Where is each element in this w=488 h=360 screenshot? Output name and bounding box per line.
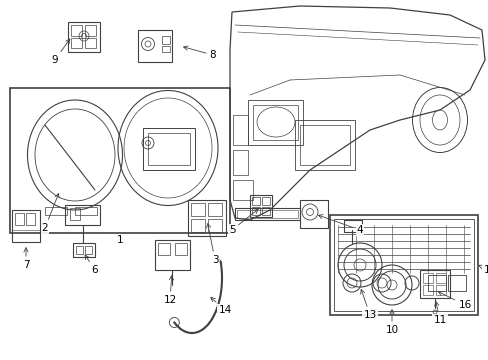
Bar xyxy=(343,220,361,232)
Bar xyxy=(71,25,82,36)
Bar xyxy=(162,36,170,44)
Text: 1: 1 xyxy=(117,235,123,245)
Bar xyxy=(12,210,40,242)
Bar xyxy=(422,273,432,283)
Bar xyxy=(247,100,303,145)
Text: 2: 2 xyxy=(41,193,59,233)
Bar xyxy=(427,275,445,291)
Bar xyxy=(419,270,449,298)
Text: 9: 9 xyxy=(52,39,70,65)
Bar xyxy=(294,120,354,170)
Bar xyxy=(187,200,225,236)
Bar xyxy=(155,240,190,270)
Bar xyxy=(235,208,299,220)
Text: 11: 11 xyxy=(432,302,446,325)
Bar xyxy=(162,46,170,52)
Text: 4: 4 xyxy=(318,215,363,235)
Bar xyxy=(70,208,80,220)
Bar xyxy=(148,133,190,165)
Bar xyxy=(76,246,83,254)
Bar xyxy=(251,197,260,205)
Bar xyxy=(422,285,432,295)
Bar xyxy=(232,180,252,200)
Bar xyxy=(232,115,247,145)
Bar xyxy=(138,30,172,62)
Bar xyxy=(45,207,67,215)
Bar xyxy=(207,203,222,216)
Bar xyxy=(191,203,204,216)
Bar xyxy=(15,213,24,225)
Text: 14: 14 xyxy=(210,297,231,315)
Bar xyxy=(191,219,204,232)
Bar xyxy=(232,150,247,175)
Text: 10: 10 xyxy=(385,310,398,335)
Text: 13: 13 xyxy=(360,289,376,320)
Bar xyxy=(299,200,327,228)
Bar xyxy=(299,125,349,165)
Bar xyxy=(142,128,195,170)
Bar xyxy=(333,219,473,311)
Text: 3: 3 xyxy=(206,224,218,265)
Bar xyxy=(435,285,445,295)
Bar xyxy=(73,243,95,257)
Bar xyxy=(237,210,297,218)
Bar xyxy=(252,105,297,140)
Bar xyxy=(65,205,100,225)
Bar xyxy=(26,213,35,225)
Text: 8: 8 xyxy=(183,46,216,60)
Bar xyxy=(251,207,260,215)
Bar xyxy=(249,195,271,217)
Text: 7: 7 xyxy=(22,248,29,270)
Bar xyxy=(447,275,465,291)
Bar xyxy=(85,246,92,254)
Bar xyxy=(435,273,445,283)
Text: 12: 12 xyxy=(163,276,176,305)
Bar xyxy=(329,215,477,315)
Bar xyxy=(85,38,96,48)
Bar xyxy=(10,88,229,233)
Text: 6: 6 xyxy=(85,255,98,275)
Bar xyxy=(68,22,100,52)
Bar xyxy=(175,243,186,255)
Bar xyxy=(262,207,269,215)
Text: 5: 5 xyxy=(228,209,258,235)
Bar xyxy=(85,25,96,36)
Bar xyxy=(75,207,97,215)
Bar xyxy=(262,197,269,205)
Text: 16: 16 xyxy=(437,292,470,310)
Bar xyxy=(158,243,170,255)
Text: 15: 15 xyxy=(478,265,488,275)
Bar xyxy=(71,38,82,48)
Bar xyxy=(207,219,222,232)
